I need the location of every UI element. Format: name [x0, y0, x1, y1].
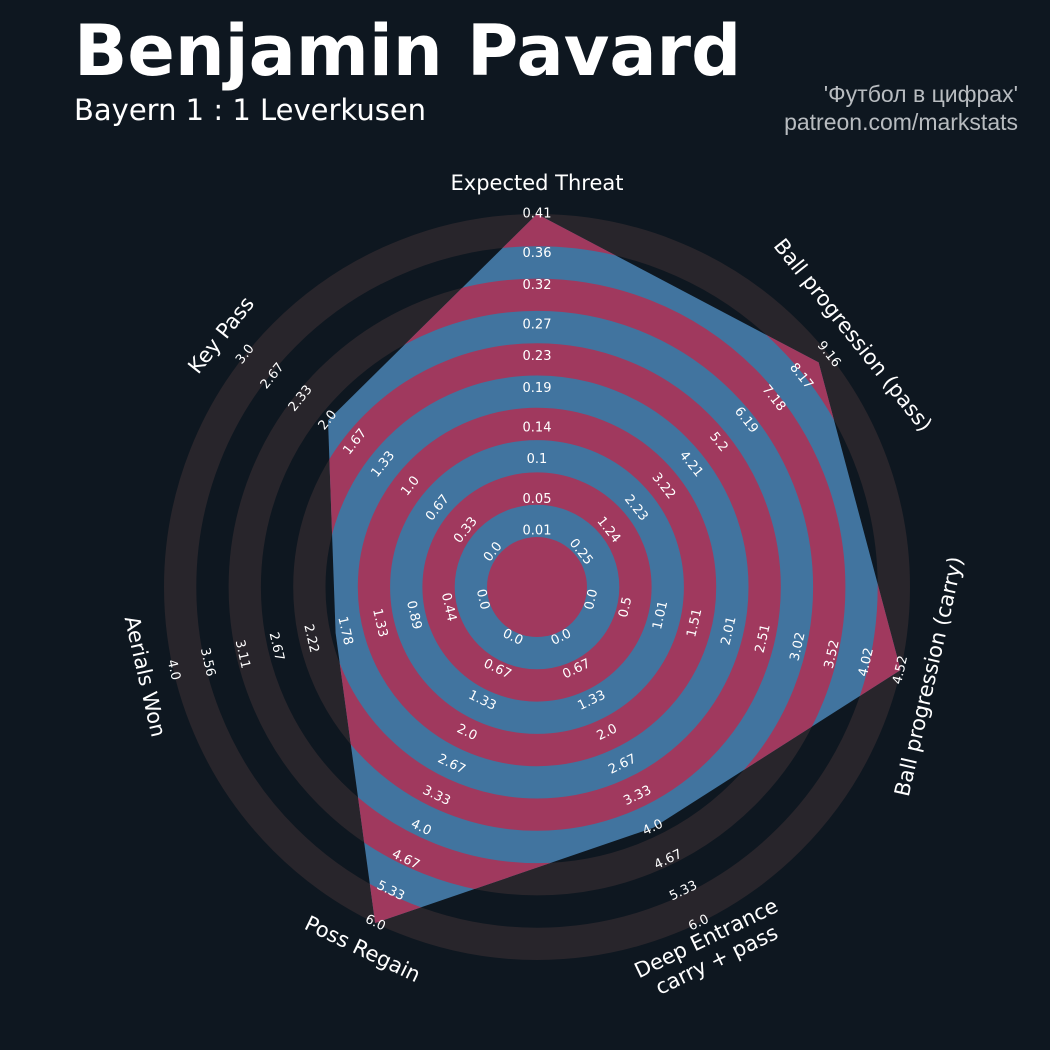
tick-label: 3.52: [822, 639, 843, 671]
tick-label: 2.01: [718, 615, 739, 647]
tick-label: 0.19: [523, 381, 552, 396]
tick-label: 2.22: [300, 623, 321, 655]
tick-label: 1.51: [684, 607, 705, 639]
tick-label: 2.67: [266, 631, 287, 663]
tick-label: 1.33: [369, 607, 390, 639]
tick-label: 0.0: [473, 588, 492, 612]
tick-label: 0.14: [523, 420, 552, 435]
param-label: Expected Threat: [451, 171, 624, 195]
ring-center: [487, 537, 587, 637]
tick-label: 0.0: [582, 588, 601, 612]
tick-label: 0.23: [523, 349, 552, 364]
chart-subtitle: Bayern 1 : 1 Leverkusen: [74, 93, 426, 127]
tick-label: 4.0: [164, 658, 183, 682]
tick-label: 0.89: [403, 599, 424, 631]
tick-label: 0.41: [523, 207, 552, 222]
tick-label: 0.27: [523, 317, 552, 332]
tick-label: 0.32: [523, 278, 552, 293]
ring: [327, 343, 781, 831]
tick-label: 3.02: [788, 631, 809, 663]
tick-label: 1.78: [334, 615, 355, 647]
tick-label: 0.05: [523, 492, 552, 507]
tick-label: 0.01: [523, 524, 552, 539]
tick-label: 1.01: [650, 599, 671, 631]
tick-label: 0.44: [438, 591, 459, 623]
tick-label: 0.36: [523, 246, 552, 261]
tick-label: 3.56: [197, 646, 218, 678]
credit: patreon.com/markstats: [784, 109, 1018, 135]
tick-label: 0.5: [616, 596, 635, 620]
tick-label: 0.1: [527, 452, 548, 467]
ring: [357, 407, 717, 767]
chart-title: Benjamin Pavard: [74, 10, 741, 92]
tick-label: 4.02: [856, 646, 877, 678]
ring: [422, 472, 652, 702]
credit: 'Футбол в цифрах': [824, 81, 1018, 107]
tick-label: 2.51: [753, 623, 774, 655]
tick-label: 3.11: [232, 639, 253, 671]
tick-label: 4.52: [890, 654, 911, 686]
